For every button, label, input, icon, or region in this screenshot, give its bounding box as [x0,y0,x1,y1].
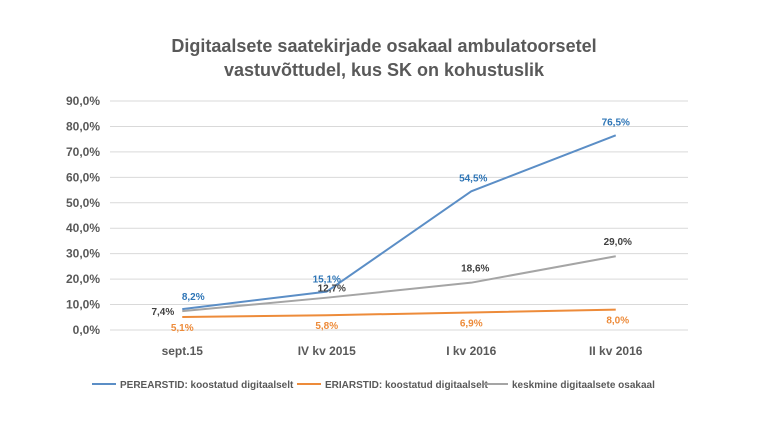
y-tick-label: 80,0% [66,119,100,133]
series-line-1 [182,134,617,311]
y-tick-label: 90,0% [66,94,100,108]
y-tick-label: 50,0% [66,196,100,210]
series-line-3 [182,255,616,313]
x-tick-label: II kv 2016 [589,344,643,358]
series-line-2 [182,308,616,319]
legend-label-1: PEREARSTID: koostatud digitaalselt [120,380,294,391]
y-tick-label: 40,0% [66,221,100,235]
y-tick-label: 10,0% [66,298,100,312]
data-label: 5,1% [171,323,194,334]
data-label: 54,5% [459,173,487,184]
legend-label-3: keskmine digitaalsete osakaal [512,380,655,391]
data-label: 7,4% [151,307,174,318]
y-tick-label: 20,0% [66,272,100,286]
x-tick-label: I kv 2016 [446,344,496,358]
x-tick-label: sept.15 [162,344,204,358]
y-tick-label: 0,0% [73,323,101,337]
data-label: 29,0% [604,237,632,248]
data-label: 8,2% [182,292,205,303]
x-tick-label: IV kv 2015 [298,344,356,358]
data-label: 12,7% [318,284,346,295]
data-label: 6,9% [460,318,483,329]
chart-title: Digitaalsete saatekirjade osakaal ambula… [0,34,768,82]
data-label: 76,5% [602,117,630,128]
y-tick-label: 30,0% [66,247,100,261]
data-label: 5,8% [315,321,338,332]
y-tick-label: 60,0% [66,170,100,184]
data-label: 15,1% [313,275,341,286]
data-label: 18,6% [461,264,489,275]
y-tick-label: 70,0% [66,145,100,159]
chart-title-line-1: Digitaalsete saatekirjade osakaal ambula… [171,36,597,56]
data-label: 8,0% [606,316,629,327]
legend-label-2: ERIARSTID: koostatud digitaalselt [325,380,488,391]
chart-title-line-2: vastuvõttudel, kus SK on kohustuslik [223,60,545,80]
